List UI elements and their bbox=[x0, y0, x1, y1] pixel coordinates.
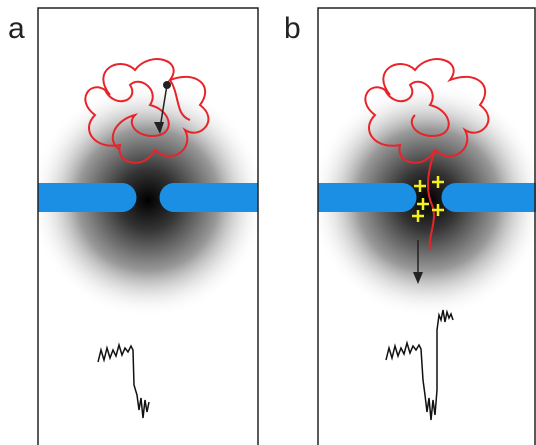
membrane bbox=[442, 183, 536, 212]
panel-label: a bbox=[8, 12, 25, 45]
membrane bbox=[318, 183, 417, 212]
membrane bbox=[160, 183, 259, 212]
panel-label: b bbox=[284, 12, 301, 45]
current-trace bbox=[386, 310, 453, 420]
figure: a b bbox=[0, 0, 536, 445]
panel-b: b bbox=[284, 8, 536, 445]
panel-a: a bbox=[8, 8, 266, 445]
membrane bbox=[38, 183, 137, 212]
current-trace bbox=[98, 345, 149, 418]
